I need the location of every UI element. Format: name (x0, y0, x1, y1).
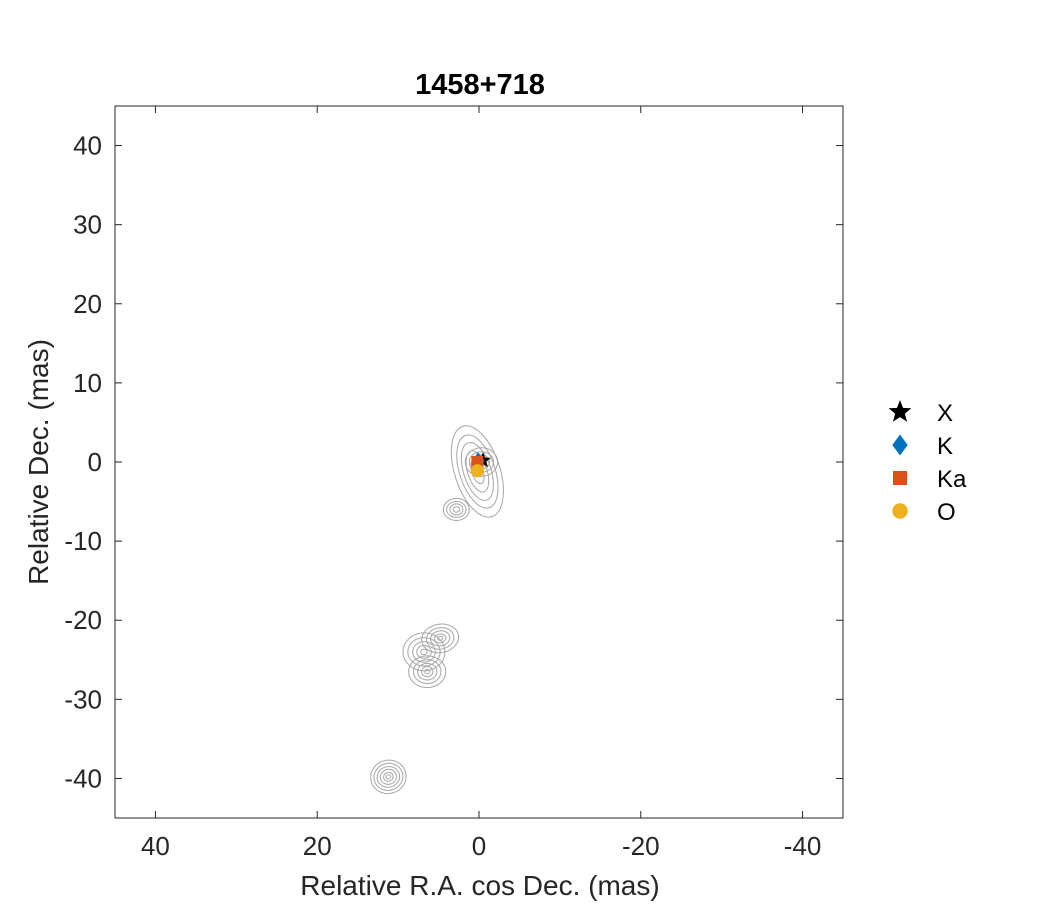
x-tick-label: 20 (303, 831, 332, 861)
contour-level (383, 771, 394, 782)
legend-marker-o (892, 503, 908, 519)
contour-level (416, 645, 432, 659)
contour-level (430, 630, 451, 647)
legend-marker-k (892, 434, 908, 456)
data-markers (470, 452, 491, 478)
contour-level (376, 766, 401, 788)
contour-level (450, 425, 504, 518)
contour-level (408, 655, 447, 688)
x-tick-labels: 40 20 0 -20 -40 (141, 831, 821, 861)
contour-level (424, 668, 431, 675)
contour-level (370, 759, 407, 795)
legend-marker-x (888, 400, 912, 422)
contour-level (402, 632, 446, 672)
x-axis-label: Relative R.A. cos Dec. (mas) (300, 870, 659, 901)
contour-level (373, 762, 404, 791)
axis-ticks (115, 106, 843, 818)
x-tick-label: -40 (784, 831, 822, 861)
contour-level (446, 501, 467, 518)
y-tick-label: 40 (73, 131, 102, 161)
contour-level (412, 641, 436, 663)
contour-level (426, 627, 455, 650)
legend-item-k: K (892, 433, 953, 460)
legend-item-x: X (888, 400, 953, 427)
contour-level (412, 659, 442, 685)
contour-level (452, 506, 461, 513)
chart-title: 1458+718 (415, 69, 545, 101)
y-tick-labels: 40 30 20 10 0 -10 -20 -30 -40 (64, 131, 102, 794)
legend-label: O (937, 499, 956, 526)
contour-level (456, 434, 499, 509)
contour-level (420, 648, 428, 656)
contour-level (464, 447, 499, 477)
contour-level (421, 666, 434, 678)
x-tick-label: 0 (472, 831, 486, 861)
legend-label: Ka (937, 466, 967, 493)
contour-level (460, 442, 494, 501)
marker-o (470, 464, 484, 478)
legend-item-o: O (892, 499, 956, 526)
legend-label: X (937, 400, 953, 427)
y-tick-label: 20 (73, 289, 102, 319)
contour-level (449, 503, 464, 516)
legend-marker-ka (893, 471, 907, 485)
y-tick-label: 10 (73, 368, 102, 398)
y-tick-label: -20 (64, 605, 102, 635)
contour-level (434, 633, 447, 644)
legend-item-ka: Ka (893, 466, 967, 493)
x-tick-label: 40 (141, 831, 170, 861)
legend: XK Ka O (888, 400, 967, 526)
y-axis-label: Relative Dec. (mas) (23, 339, 54, 585)
legend-label: K (937, 433, 953, 460)
y-tick-label: -40 (64, 763, 102, 793)
x-tick-label: -20 (622, 831, 660, 861)
y-tick-label: -10 (64, 526, 102, 556)
contour-level (417, 662, 438, 681)
y-tick-label: 0 (88, 447, 102, 477)
y-tick-label: 30 (73, 210, 102, 240)
contour-level (385, 774, 392, 780)
contour-level (379, 768, 397, 785)
contour-level (407, 637, 441, 667)
contour-level (442, 497, 470, 522)
y-tick-label: -30 (64, 684, 102, 714)
plot-area-frame (114, 105, 844, 819)
